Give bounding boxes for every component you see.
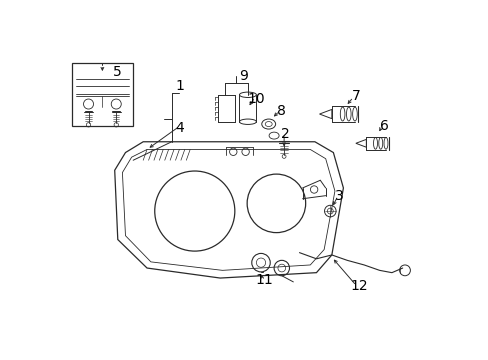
Text: 4: 4 [175, 121, 183, 135]
Text: 12: 12 [349, 279, 367, 293]
Text: 10: 10 [247, 92, 264, 105]
Text: 6: 6 [379, 120, 388, 133]
Text: 9: 9 [238, 68, 247, 82]
Text: 7: 7 [351, 89, 360, 103]
Text: 8: 8 [277, 104, 285, 118]
Text: 11: 11 [255, 273, 272, 287]
Text: 5: 5 [113, 66, 122, 80]
Bar [71, 63, 133, 126]
Text: 2: 2 [281, 127, 289, 141]
Text: 3: 3 [334, 189, 343, 203]
Text: 1: 1 [175, 78, 183, 93]
